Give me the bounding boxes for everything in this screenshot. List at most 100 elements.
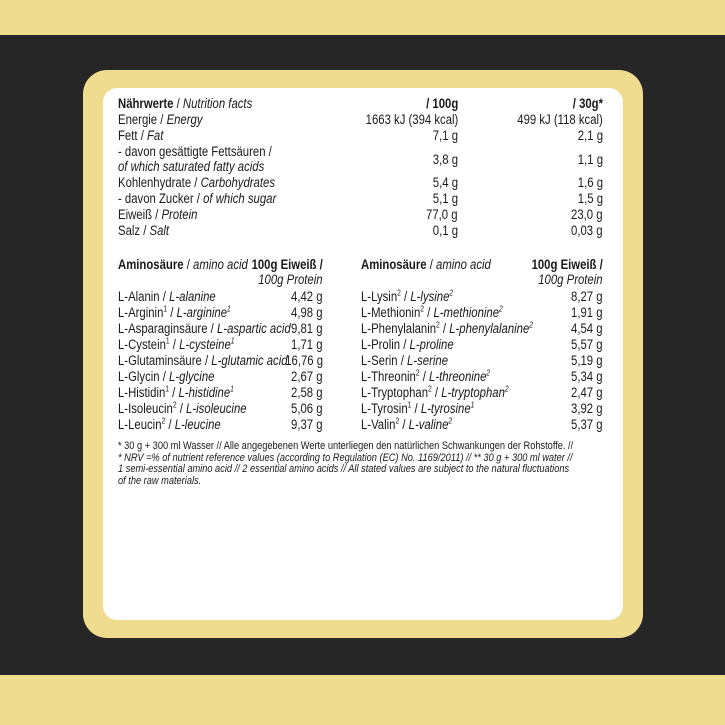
sep: / xyxy=(400,337,410,352)
de: Eiweiß xyxy=(118,207,153,222)
footnote: * 30 g + 300 ml Wasser // Alle angegeben… xyxy=(118,440,605,487)
value-100g: 77,0 g xyxy=(426,207,458,222)
de: L-Glutaminsäure xyxy=(118,353,202,368)
en: L-leucine xyxy=(174,417,221,432)
de: L-Cystein xyxy=(118,337,166,352)
amino-value: 2,47 g xyxy=(571,385,603,400)
value-30g: 0,03 g xyxy=(571,223,603,238)
amino-row: L-Lysin2 / L-lysine2 xyxy=(361,289,453,305)
en: amino acid xyxy=(193,257,248,272)
de: Energie xyxy=(118,112,158,127)
de: L-Tryptophan xyxy=(361,385,429,400)
amino-row: L-Cystein1 / L-cysteine1 xyxy=(118,337,235,353)
en: Energy xyxy=(166,112,203,127)
sup: 1 xyxy=(407,400,412,410)
amino-row: L-Methionin2 / L-methionine2 xyxy=(361,305,503,321)
value-100g: 5,4 g xyxy=(432,175,458,190)
value-30g: 1,6 g xyxy=(577,175,603,190)
de: L-Methionin xyxy=(361,305,421,320)
value-30g: 499 kJ (118 kcal) xyxy=(517,112,603,127)
sup: 2 xyxy=(172,400,177,410)
sep: / xyxy=(201,353,212,368)
en: L-glycine xyxy=(169,369,215,384)
de: Salz xyxy=(118,223,141,238)
sep: / xyxy=(169,385,179,400)
sup: 2 xyxy=(499,304,503,314)
nutrient-row: Eiweiß / Protein xyxy=(118,207,197,223)
amino-row: L-Arginin1 / L-arginine1 xyxy=(118,305,231,321)
sup: 2 xyxy=(486,368,491,378)
unit-en: 100g Protein xyxy=(538,272,603,287)
amino-value: 3,92 g xyxy=(571,401,603,416)
sup: 1 xyxy=(165,336,170,346)
amino-value: 5,06 g xyxy=(291,401,323,416)
en: L-proline xyxy=(409,337,454,352)
col-30g-header: / 30g* xyxy=(572,96,603,111)
en: Carbohydrates xyxy=(200,175,276,190)
footnote-line: of the raw materials. xyxy=(118,474,202,487)
sep: / xyxy=(399,417,409,432)
de: L-Serin xyxy=(361,353,398,368)
de: L-Alanin xyxy=(118,289,160,304)
amino-value: 4,54 g xyxy=(571,321,603,336)
nutrient-row: - davon Zucker / of which sugar xyxy=(118,191,276,207)
header-de: Nährwerte xyxy=(118,96,174,111)
en: L-isoleucine xyxy=(186,401,247,416)
sep: / xyxy=(169,337,180,352)
sep: / xyxy=(183,257,194,272)
de: L-Leucin xyxy=(118,417,162,432)
sup: 1 xyxy=(163,304,168,314)
col-100g-header: / 100g xyxy=(425,96,458,111)
nutrient-label-en: of which saturated fatty acids xyxy=(118,159,264,175)
sep: / xyxy=(176,401,187,416)
sep: / xyxy=(152,207,162,222)
sup: 2 xyxy=(448,416,453,426)
de: L-Lysin xyxy=(361,289,398,304)
amino-value: 2,67 g xyxy=(291,369,323,384)
col-30g: / 30g* xyxy=(573,96,603,112)
de: - davon Zucker xyxy=(118,191,194,206)
sep: / xyxy=(207,321,217,336)
en: L-valine2 xyxy=(408,416,453,432)
sup: 1 xyxy=(227,304,231,314)
nutrient-label: - davon gesättigte Fettsäuren / xyxy=(118,144,272,159)
sup: 2 xyxy=(436,320,440,330)
amino-unit-header: 100g Eiweiß / xyxy=(252,257,323,273)
amino-value: 2,58 g xyxy=(291,385,323,400)
amino-row: L-Valin2 / L-valine2 xyxy=(361,417,452,433)
en: L-serine xyxy=(407,353,449,368)
value-100g: 3,8 g xyxy=(432,152,458,167)
de: L-Histidin xyxy=(118,385,166,400)
amino-value: 9,37 g xyxy=(291,417,323,432)
nutrient-row: Energie / Energy xyxy=(118,112,202,128)
nutrition-panel xyxy=(103,88,623,620)
sep: / xyxy=(140,223,150,238)
amino-value: 5,34 g xyxy=(571,369,603,384)
amino-value: 5,37 g xyxy=(571,417,603,432)
amino-row: L-Asparaginsäure / L-aspartic acid xyxy=(118,321,291,337)
sep: / xyxy=(191,175,201,190)
en: L-arginine1 xyxy=(176,304,231,320)
de: L-Tyrosin xyxy=(361,401,408,416)
sup: 2 xyxy=(161,416,166,426)
en: L-alanine xyxy=(169,289,216,304)
nutrient-row: Kohlenhydrate / Carbohydrates xyxy=(118,175,275,191)
sep: / xyxy=(157,112,167,127)
sep: / xyxy=(426,257,437,272)
sep: / xyxy=(137,128,148,143)
value-30g: 2,1 g xyxy=(577,128,603,143)
amino-row: L-Histidin1 / L-histidine1 xyxy=(118,385,234,401)
amino-row: L-Alanin / L-alanine xyxy=(118,289,216,305)
amino-row: L-Serin / L-serine xyxy=(361,353,448,369)
col-100g: / 100g xyxy=(426,96,458,112)
sup: 1 xyxy=(230,336,235,346)
amino-value: 5,19 g xyxy=(571,353,603,368)
sup: 2 xyxy=(449,288,454,298)
en: L-histidine1 xyxy=(178,384,234,400)
sep: / xyxy=(411,401,421,416)
sep: / xyxy=(193,191,204,206)
amino-row: L-Glycin / L-glycine xyxy=(118,369,214,385)
sup: 2 xyxy=(415,368,420,378)
value-30g: 23,0 g xyxy=(571,207,603,222)
de: L-Glycin xyxy=(118,369,160,384)
